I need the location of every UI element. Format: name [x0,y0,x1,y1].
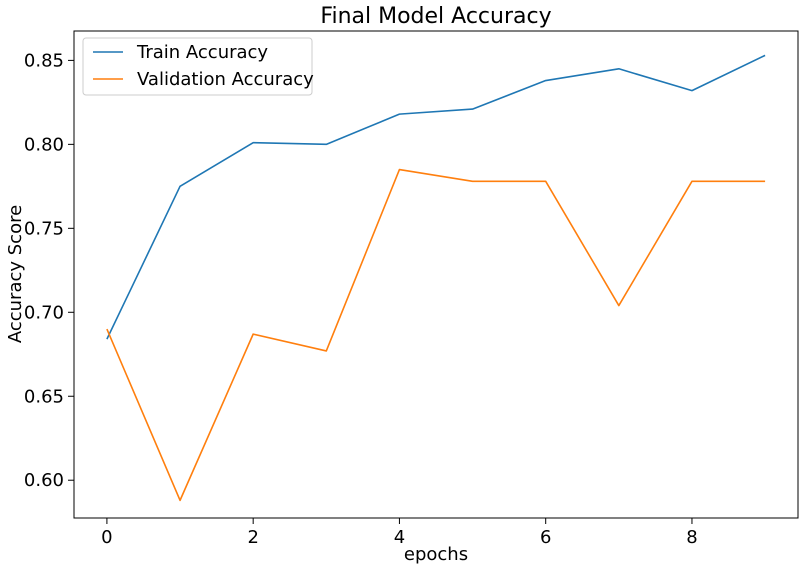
y-tick-label: 0.70 [24,302,64,323]
data-point-train-accuracy [763,53,767,57]
data-point-train-accuracy [251,141,255,145]
data-point-validation-accuracy [471,179,475,183]
data-point-train-accuracy [471,107,475,111]
data-point-validation-accuracy [544,179,548,183]
x-tick-label: 4 [394,527,405,548]
legend: Train Accuracy Validation Accuracy [82,37,314,96]
chart-title: Final Model Accuracy [320,4,551,29]
data-point-validation-accuracy [324,349,328,353]
data-point-validation-accuracy [617,304,621,308]
y-tick-label: 0.80 [24,134,64,155]
data-point-train-accuracy [617,67,621,71]
data-point-train-accuracy [105,337,109,341]
data-point-validation-accuracy [251,332,255,336]
series-line-train-accuracy [106,54,766,340]
series-line-validation-accuracy [106,168,766,502]
data-point-validation-accuracy [397,168,401,172]
data-point-train-accuracy [544,79,548,83]
data-point-validation-accuracy [763,179,767,183]
y-axis-label: Accuracy Score [5,205,26,343]
data-point-validation-accuracy [178,498,182,502]
data-point-train-accuracy [178,184,182,188]
series-lines [105,53,767,502]
x-tick-label: 0 [101,527,112,548]
y-tick-label: 0.60 [24,470,64,491]
data-point-validation-accuracy [690,179,694,183]
y-tick-label: 0.75 [24,218,64,239]
data-point-validation-accuracy [105,327,109,331]
data-point-train-accuracy [397,112,401,116]
x-tick-label: 8 [686,527,697,548]
axis-ticks: 0 2 4 6 8 0.60 0.65 0.70 0.75 0.80 0.85 [24,50,698,548]
legend-label-validation-accuracy: Validation Accuracy [137,69,314,90]
plot-area [73,30,799,519]
x-tick-label: 2 [247,527,258,548]
legend-frame [82,37,313,96]
data-point-train-accuracy [324,142,328,146]
y-tick-label: 0.65 [24,386,64,407]
x-tick-label: 6 [540,527,551,548]
data-point-train-accuracy [690,89,694,93]
y-tick-label: 0.85 [24,50,64,71]
legend-label-train-accuracy: Train Accuracy [136,42,268,63]
x-axis-label: epochs [404,544,468,565]
